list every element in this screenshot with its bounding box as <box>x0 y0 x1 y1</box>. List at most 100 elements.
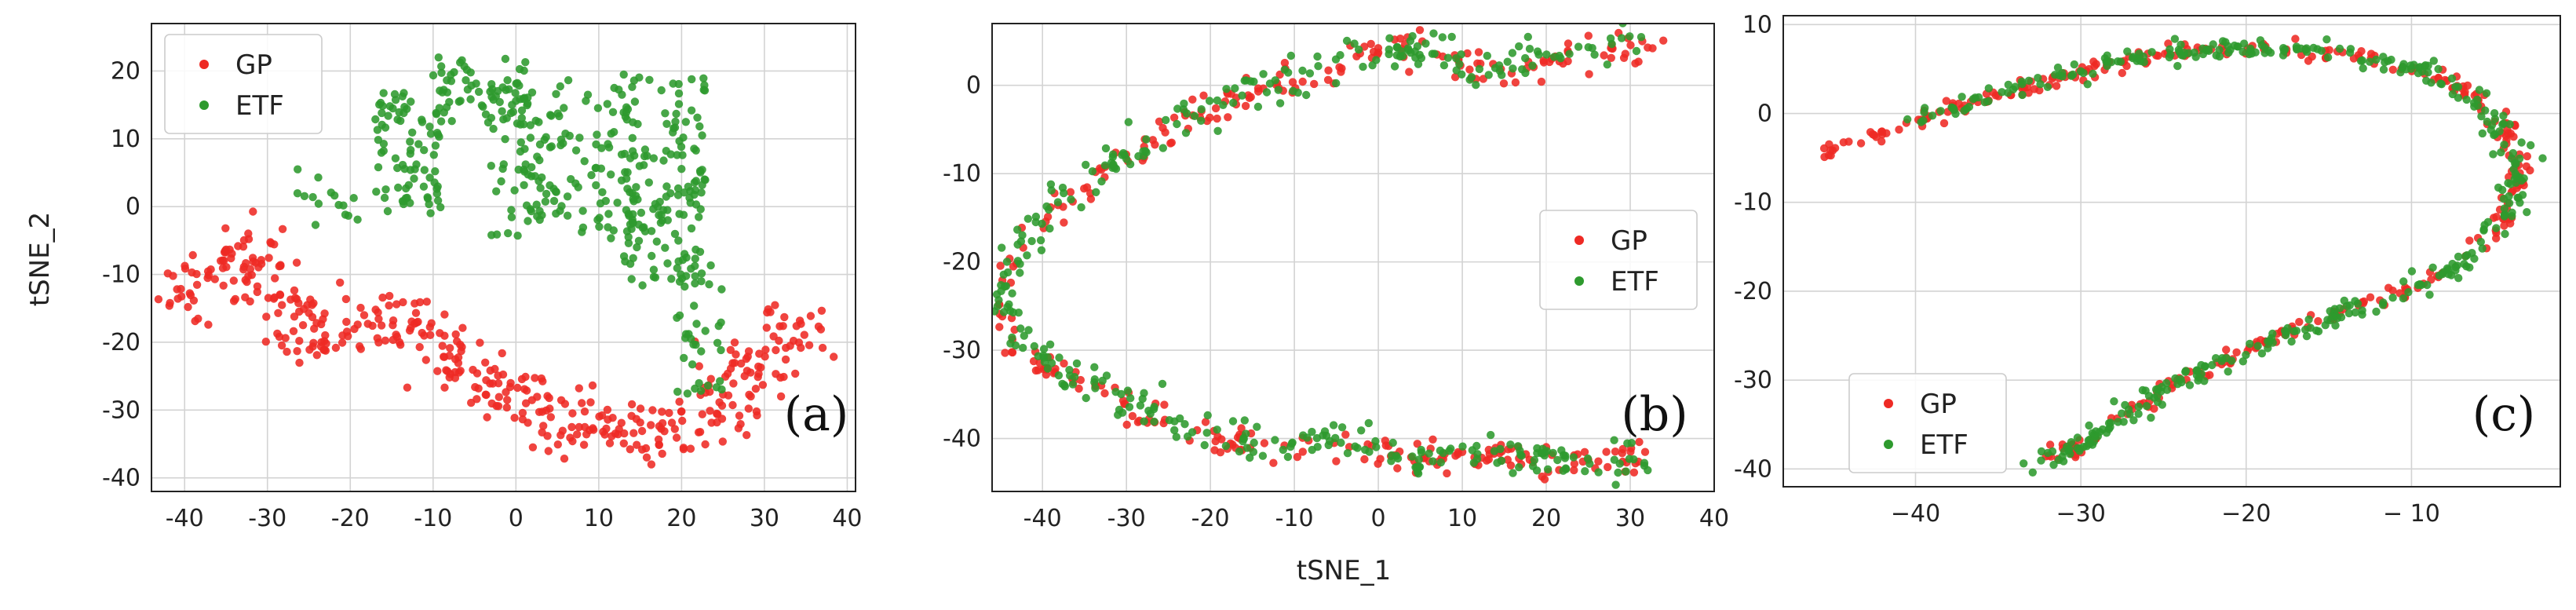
point-gp <box>257 256 265 265</box>
point-gp <box>1659 36 1668 45</box>
point-gp <box>797 320 805 328</box>
point-etf <box>1429 29 1438 38</box>
point-etf <box>2477 112 2486 121</box>
point-gp <box>1381 436 1390 445</box>
point-etf <box>2344 309 2354 318</box>
point-etf <box>1125 403 1134 411</box>
point-etf <box>1082 160 1090 170</box>
point-etf <box>2399 277 2408 286</box>
point-etf <box>691 245 700 254</box>
point-etf <box>2191 53 2200 61</box>
point-etf <box>429 71 438 80</box>
point-etf <box>507 213 516 221</box>
point-etf <box>2129 416 2138 425</box>
point-etf <box>395 108 403 117</box>
point-gp <box>1607 53 1615 63</box>
point-gp <box>283 347 291 356</box>
point-etf <box>681 272 691 280</box>
legend-marker-gp <box>1884 399 1893 408</box>
point-gp <box>751 385 761 393</box>
point-etf <box>2173 61 2182 71</box>
point-etf <box>1984 97 1993 106</box>
point-etf <box>1385 34 1394 42</box>
point-etf <box>663 206 672 214</box>
point-etf <box>2478 244 2487 253</box>
point-etf <box>429 151 438 159</box>
point-etf <box>374 163 383 172</box>
point-etf <box>674 236 683 245</box>
point-gp <box>483 413 491 422</box>
point-gp <box>642 453 651 462</box>
point-etf <box>2476 237 2485 247</box>
point-etf <box>681 118 690 126</box>
point-etf <box>549 196 559 206</box>
point-etf <box>418 118 427 126</box>
point-gp <box>533 393 542 401</box>
point-etf <box>1397 47 1406 56</box>
point-etf <box>1640 458 1649 467</box>
point-etf <box>672 109 680 119</box>
y-tick-label: -10 <box>943 160 981 188</box>
point-etf <box>1467 73 1476 82</box>
y-tick-label: -30 <box>102 396 140 424</box>
point-gp <box>491 364 499 374</box>
point-gp <box>556 396 566 404</box>
point-etf <box>2454 274 2463 283</box>
point-etf <box>657 86 666 95</box>
point-gp <box>191 316 199 326</box>
point-etf <box>426 130 436 138</box>
point-gp <box>1293 452 1302 462</box>
point-etf <box>433 196 443 205</box>
point-etf <box>2287 337 2296 346</box>
point-gp <box>502 403 511 412</box>
point-etf <box>1320 427 1330 436</box>
point-gp <box>629 429 638 437</box>
point-etf <box>688 75 696 84</box>
point-etf <box>425 122 434 131</box>
point-gp <box>694 428 703 436</box>
point-gp <box>517 374 527 384</box>
point-gp <box>513 383 522 393</box>
point-gp <box>560 455 569 463</box>
point-etf <box>2434 64 2443 74</box>
point-etf <box>2085 440 2094 448</box>
point-gp <box>321 346 330 355</box>
point-gp <box>1450 73 1460 82</box>
point-gp <box>239 236 249 245</box>
point-etf <box>542 189 551 199</box>
point-gp <box>1217 435 1226 444</box>
point-etf <box>2292 42 2301 51</box>
point-etf <box>533 152 542 161</box>
point-etf <box>2065 444 2074 453</box>
point-gp <box>355 342 364 351</box>
point-gp <box>734 424 743 433</box>
point-gp <box>299 305 308 313</box>
point-gp <box>706 374 715 383</box>
point-etf <box>1417 53 1426 63</box>
point-etf <box>2114 418 2122 426</box>
point-etf <box>479 102 487 111</box>
point-etf <box>1097 177 1106 186</box>
point-gp <box>440 352 449 361</box>
point-etf <box>2451 82 2460 91</box>
point-gp <box>1563 39 1573 48</box>
point-etf <box>662 192 670 201</box>
point-etf <box>1469 458 1479 467</box>
point-gp <box>776 392 786 401</box>
point-gp <box>1310 79 1319 89</box>
point-gp <box>597 411 607 420</box>
point-etf <box>2379 65 2388 74</box>
point-gp <box>2304 57 2313 65</box>
point-etf <box>2511 170 2519 178</box>
point-etf <box>423 193 432 202</box>
point-etf <box>1181 129 1191 137</box>
point-gp <box>713 418 721 427</box>
point-gp <box>228 249 236 258</box>
point-gp <box>2089 57 2098 66</box>
point-etf <box>624 239 633 247</box>
point-etf <box>607 234 615 243</box>
point-etf <box>656 218 666 227</box>
point-etf <box>640 145 650 154</box>
point-etf <box>673 264 681 272</box>
point-etf <box>2494 183 2503 192</box>
